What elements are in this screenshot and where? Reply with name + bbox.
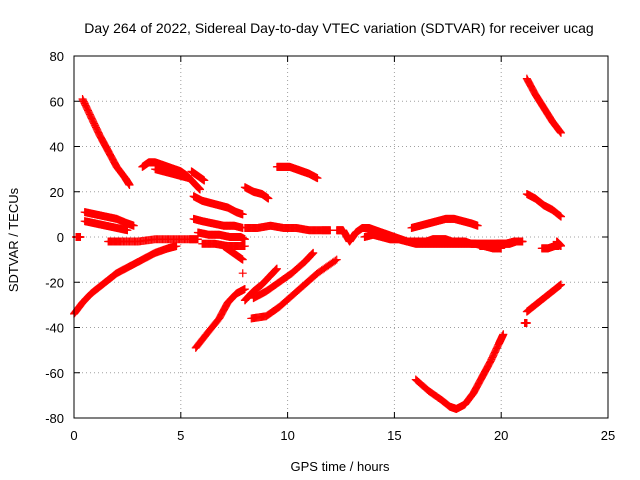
data-point-marker — [172, 242, 181, 251]
data-point-marker — [272, 264, 281, 273]
data-point-marker — [557, 280, 566, 289]
y-tick-label: 40 — [50, 140, 64, 155]
data-point-marker — [557, 128, 566, 137]
data-point-marker — [238, 269, 247, 278]
data-point-marker — [557, 242, 566, 251]
x-tick-label: 0 — [70, 428, 77, 443]
data-point-marker — [193, 235, 202, 244]
data-point-marker — [557, 212, 566, 221]
data-point-marker — [556, 128, 565, 137]
data-point-marker — [331, 256, 340, 265]
data-point-marker — [522, 318, 531, 327]
data-point-marker — [518, 237, 527, 246]
data-point-marker — [308, 250, 317, 259]
chart-title: Day 264 of 2022, Sidereal Day-to-day VTE… — [84, 20, 593, 36]
x-tick-label: 15 — [387, 428, 401, 443]
x-tick-label: 5 — [177, 428, 184, 443]
data-point-marker — [238, 255, 247, 264]
data-point-marker — [499, 330, 508, 339]
data-point-marker — [196, 185, 205, 194]
y-axis-label: SDTVAR / TECUs — [6, 187, 21, 292]
data-point-marker — [473, 221, 482, 230]
data-point-marker — [264, 194, 273, 203]
y-tick-label: 20 — [50, 185, 64, 200]
data-point-marker — [555, 127, 564, 136]
data-point-marker — [123, 226, 132, 235]
y-tick-label: 80 — [50, 49, 64, 64]
y-tick-label: -60 — [45, 366, 64, 381]
data-point-marker — [308, 249, 317, 258]
y-tick-label: -20 — [45, 275, 64, 290]
y-tick-label: -40 — [45, 321, 64, 336]
data-points — [70, 74, 566, 413]
data-point-marker — [240, 242, 249, 251]
data-point-marker — [76, 233, 85, 241]
data-point-marker — [240, 285, 249, 294]
data-point-marker — [125, 180, 134, 189]
plot-frame — [73, 55, 609, 419]
axis-ticks: 0 5 10 15 20 25 -80 -60 -40 -20 0 20 40 60 80 — [45, 49, 615, 443]
y-tick-label: 60 — [50, 94, 64, 109]
x-tick-label: 10 — [280, 428, 294, 443]
data-point-marker — [332, 255, 341, 264]
data-point-marker — [313, 174, 322, 183]
data-point-marker — [240, 235, 249, 244]
x-axis-label: GPS time / hours — [291, 459, 390, 474]
data-point-marker — [307, 250, 316, 259]
x-tick-label: 20 — [494, 428, 508, 443]
x-tick-label: 25 — [601, 428, 615, 443]
grid-lines — [74, 56, 608, 418]
data-point-marker — [185, 174, 194, 183]
data-point-marker — [129, 221, 138, 230]
data-point-marker — [200, 176, 209, 185]
y-tick-label: -80 — [45, 411, 64, 426]
data-point-marker — [309, 248, 318, 257]
data-point-marker — [238, 210, 247, 219]
y-tick-label: 0 — [57, 230, 64, 245]
